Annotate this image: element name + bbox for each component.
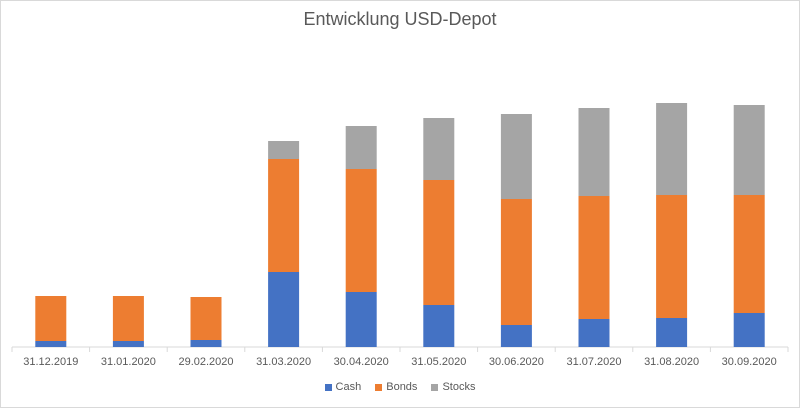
chart-title: Entwicklung USD-Depot (303, 9, 497, 29)
bar-stocks-9 (733, 105, 765, 195)
legend-swatch (375, 383, 383, 391)
bar-cash-3 (268, 272, 300, 347)
bar-cash-1 (112, 341, 144, 347)
x-tick-label: 31.12.2019 (23, 356, 78, 368)
bar-cash-5 (423, 305, 455, 347)
legend-label: Bonds (386, 381, 418, 393)
bar-stocks-8 (656, 103, 688, 195)
x-tick-label: 30.09.2020 (722, 356, 777, 368)
legend: Cash Bonds Stocks (1, 381, 799, 393)
x-tick-label: 31.01.2020 (101, 356, 156, 368)
x-tick-label: 29.02.2020 (178, 356, 233, 368)
bar-bonds-7 (578, 196, 610, 319)
bar-cash-7 (578, 319, 610, 347)
legend-label: Stocks (442, 381, 476, 393)
legend-item-stocks: Stocks (431, 381, 475, 393)
x-tick-label: 31.03.2020 (256, 356, 311, 368)
x-tick-label: 30.06.2020 (489, 356, 544, 368)
bar-bonds-9 (733, 195, 765, 313)
legend-label: Cash (335, 381, 362, 393)
x-tick-label: 31.07.2020 (566, 356, 621, 368)
bar-bonds-4 (345, 169, 377, 292)
bar-bonds-2 (190, 297, 222, 340)
bar-bonds-6 (500, 199, 532, 325)
legend-item-cash: Cash (324, 381, 362, 393)
bar-cash-6 (500, 325, 532, 347)
x-tick-label: 31.05.2020 (411, 356, 466, 368)
bar-stocks-4 (345, 126, 377, 169)
bar-stocks-5 (423, 118, 455, 180)
bar-bonds-5 (423, 180, 455, 305)
legend-swatch (431, 383, 439, 391)
bar-cash-8 (656, 318, 688, 347)
legend-item-bonds: Bonds (375, 381, 417, 393)
bar-cash-0 (35, 341, 67, 347)
bar-bonds-3 (268, 159, 300, 272)
bar-bonds-1 (112, 296, 144, 341)
bar-bonds-8 (656, 195, 688, 318)
bar-bonds-0 (35, 296, 67, 341)
x-tick-label: 30.04.2020 (334, 356, 389, 368)
x-tick-label: 31.08.2020 (644, 356, 699, 368)
bar-cash-9 (733, 313, 765, 347)
bar-stocks-7 (578, 108, 610, 196)
bar-cash-4 (345, 292, 377, 347)
bar-cash-2 (190, 340, 222, 347)
bar-stocks-3 (268, 141, 300, 159)
legend-swatch (324, 383, 332, 391)
bar-stocks-6 (500, 114, 532, 199)
